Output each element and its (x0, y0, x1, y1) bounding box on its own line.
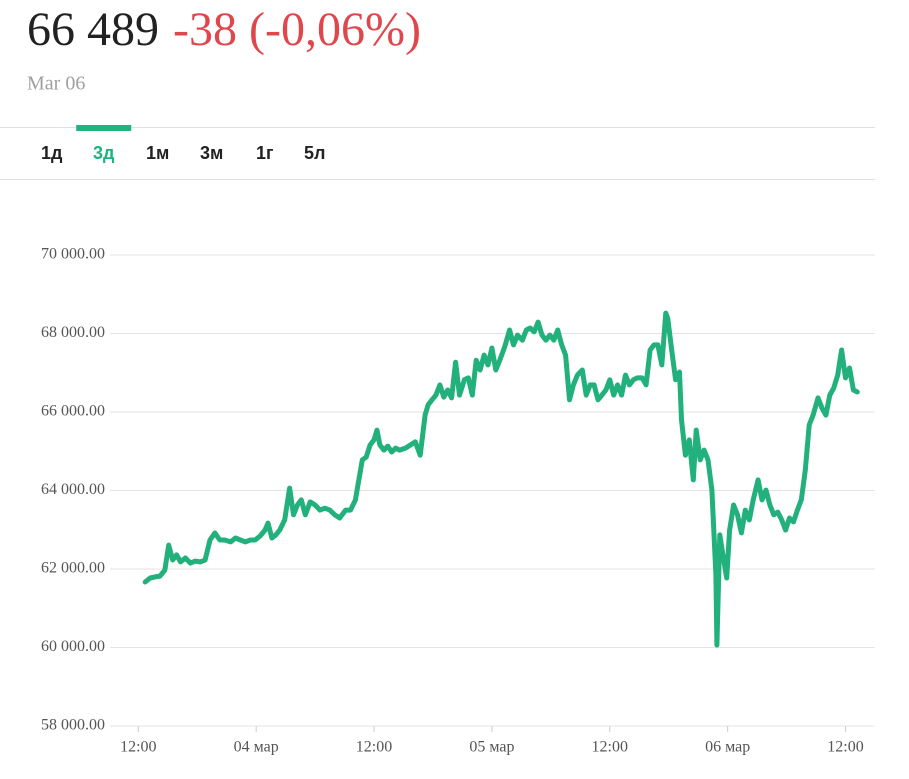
y-tick-label: 60 000.00 (41, 638, 105, 655)
x-tick-label: 12:00 (356, 739, 392, 756)
y-tick-label: 62 000.00 (41, 560, 105, 577)
tab[interactable]: 5л (304, 143, 325, 163)
tab[interactable]: 1м (146, 143, 169, 163)
tab[interactable]: 3д (93, 143, 115, 163)
date: Mar 06 (27, 73, 85, 95)
y-tick-label: 64 000.00 (41, 481, 105, 498)
x-tick-label: 12:00 (592, 739, 628, 756)
y-tick-label: 66 000.00 (41, 403, 105, 420)
plot: 58 000.00 60 000.00 62 000.00 64 000.00 66 0… (41, 246, 875, 756)
tab[interactable]: 1д (41, 143, 63, 163)
x-tick-label: 05 мар (469, 739, 514, 756)
x-tick-label: 04 мар (234, 739, 279, 756)
tab-bar: 1д 3д 1м 3м 1г 5л (41, 125, 325, 163)
y-tick-label: 68 000.00 (41, 324, 105, 341)
y-tick-label: 70 000.00 (41, 246, 105, 263)
price-line (142, 310, 860, 648)
tab[interactable]: 3м (200, 143, 223, 163)
price: 66 489 (27, 3, 159, 56)
price-change: -38 (-0,06%) (173, 3, 421, 56)
active-tab-indicator (76, 125, 132, 131)
x-tick-label: 12:00 (827, 739, 863, 756)
x-tick-label: 06 мар (705, 739, 750, 756)
y-tick-label: 58 000.00 (41, 717, 105, 734)
x-tick-label: 12:00 (120, 739, 156, 756)
tab[interactable]: 1г (256, 143, 274, 163)
